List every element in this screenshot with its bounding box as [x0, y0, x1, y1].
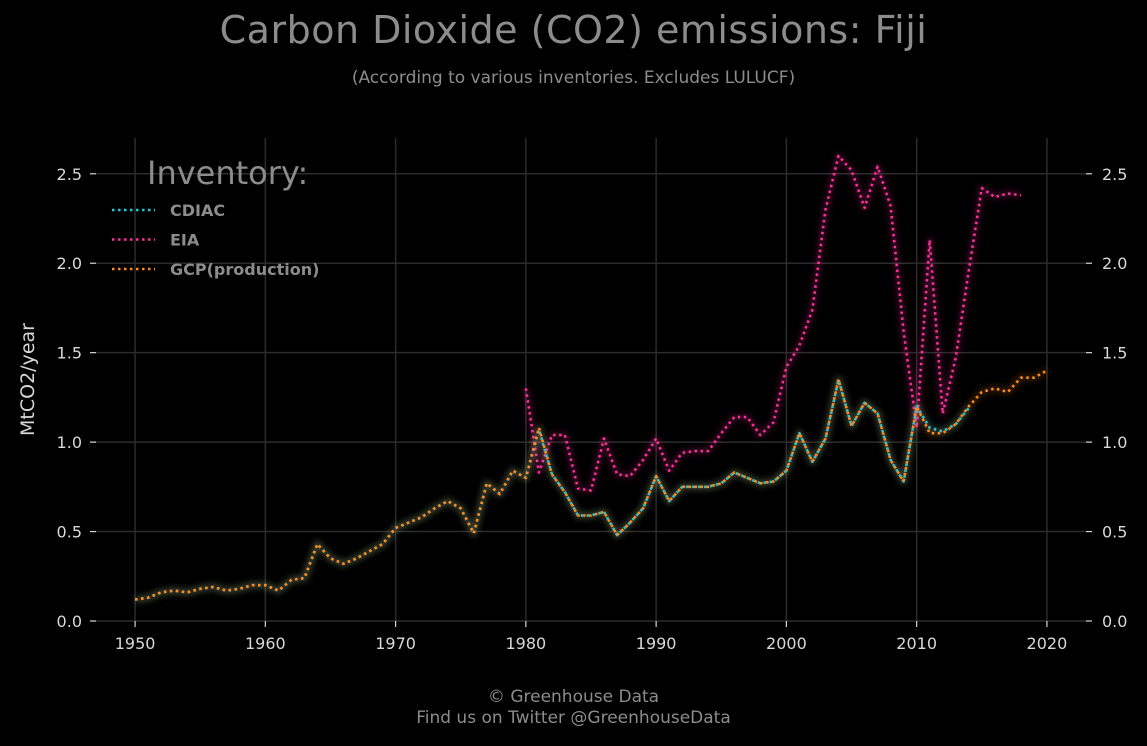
x-tick-label: 1960: [245, 634, 286, 653]
y-tick-label-left: 2.0: [57, 254, 82, 273]
axes: 1950 1960 1970 1980 1990 2000 2010 2020 0.0 0.0 0.…: [17, 165, 1127, 653]
x-tick-label: 1980: [506, 634, 547, 653]
x-tick-label: 1950: [115, 634, 156, 653]
y-axis-label: MtCO2/year: [17, 323, 39, 436]
series-line-eia: [524, 154, 1022, 492]
y-tick-label-right: 0.5: [1102, 523, 1127, 542]
series-line-gcp-production-: [134, 369, 1048, 601]
legend: Inventory: CDIAC EIA GCP(production): [112, 154, 319, 279]
y-tick-label-left: 1.5: [57, 344, 82, 363]
footer-copyright: © Greenhouse Data: [487, 687, 660, 707]
legend-label: EIA: [170, 231, 200, 250]
chart-title: Carbon Dioxide (CO2) emissions: Fiji: [219, 8, 928, 52]
legend-title: Inventory:: [147, 154, 308, 192]
y-tick-label-right: 2.5: [1102, 165, 1127, 184]
y-tick-label-left: 2.5: [57, 165, 82, 184]
series-glow-cdiac: [134, 376, 972, 603]
y-tick-label-right: 0.0: [1102, 612, 1127, 631]
y-tick-label-right: 1.0: [1102, 433, 1127, 452]
x-tick-label: 2020: [1027, 634, 1068, 653]
footer-twitter-link[interactable]: Find us on Twitter @GreenhouseData: [416, 708, 731, 728]
series-line-cdiac: [134, 378, 970, 601]
y-tick-label-left: 0.0: [57, 612, 82, 631]
legend-label: GCP(production): [170, 260, 319, 279]
x-tick-label: 2000: [766, 634, 807, 653]
x-tick-label: 2010: [896, 634, 937, 653]
chart-subtitle: (According to various inventories. Exclu…: [351, 68, 796, 88]
y-tick-label-left: 1.0: [57, 433, 82, 452]
legend-label: CDIAC: [170, 201, 225, 220]
series-glow-eia: [522, 152, 1022, 494]
series-lines: [134, 152, 1049, 603]
y-tick-label-left: 0.5: [57, 523, 82, 542]
y-tick-label-right: 2.0: [1102, 254, 1127, 273]
x-tick-label: 1970: [375, 634, 416, 653]
y-tick-label-right: 1.5: [1102, 344, 1127, 363]
x-tick-label: 1990: [636, 634, 677, 653]
